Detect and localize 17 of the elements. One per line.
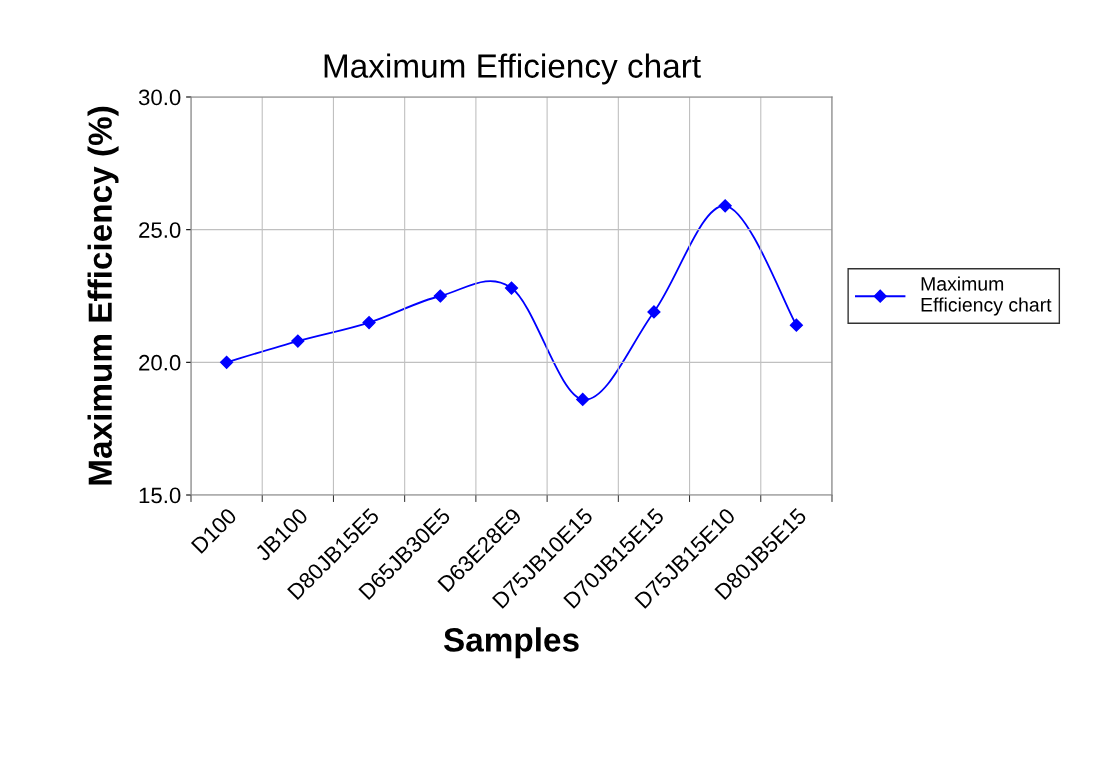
point bbox=[362, 315, 376, 330]
y-tick-label: 20.0 bbox=[139, 354, 181, 371]
legend-label: Maximum Efficiency chart bbox=[921, 276, 1052, 316]
point bbox=[576, 392, 590, 407]
point bbox=[220, 355, 234, 369]
point bbox=[718, 199, 732, 213]
point bbox=[291, 334, 305, 348]
y-tick-label: 30.0 bbox=[138, 89, 181, 106]
point bbox=[789, 318, 803, 332]
y-axis-title: Maximum Efficiency (%) bbox=[87, 106, 119, 485]
x-axis-title: Samples bbox=[443, 627, 579, 659]
y-tick-label: 25.0 bbox=[139, 222, 181, 238]
point bbox=[647, 305, 661, 319]
point bbox=[504, 281, 519, 295]
y-tick-label: 15.0 bbox=[139, 487, 181, 504]
point bbox=[433, 289, 447, 303]
chart-title: Maximum Efficiency chart bbox=[324, 53, 701, 85]
